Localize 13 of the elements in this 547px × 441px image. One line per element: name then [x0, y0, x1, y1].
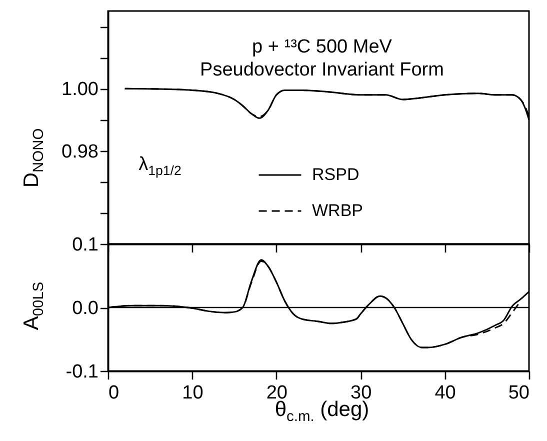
- y-tick-label: 0.1: [72, 234, 98, 256]
- annotation: Pseudovector Invariant Form: [200, 60, 444, 80]
- annotation: p + ¹³C 500 MeV: [252, 36, 392, 58]
- y-tick-label: 0.0: [72, 298, 98, 319]
- legend-label: WRBP: [312, 201, 363, 220]
- x-tick-label: 40: [434, 382, 456, 404]
- y-tick-label: 1.00: [62, 79, 98, 100]
- x-tick-label: 10: [182, 382, 204, 404]
- legend-label: RSPD: [312, 165, 360, 184]
- y-tick-label: -0.1: [66, 362, 98, 382]
- x-tick-label: 50: [508, 382, 530, 404]
- y-tick-label: 0.98: [62, 141, 98, 162]
- x-tick-label: 0: [108, 382, 120, 404]
